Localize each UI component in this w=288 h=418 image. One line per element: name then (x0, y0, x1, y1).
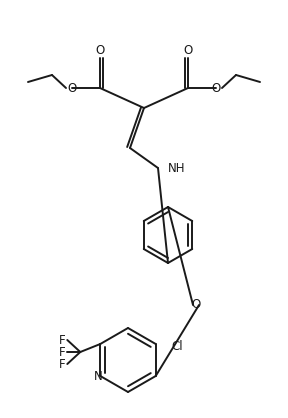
Text: F: F (59, 346, 66, 359)
Text: O: O (183, 44, 193, 58)
Text: O: O (67, 82, 77, 94)
Text: F: F (59, 357, 66, 370)
Text: N: N (94, 370, 103, 382)
Text: NH: NH (168, 161, 185, 174)
Text: O: O (191, 298, 201, 311)
Text: O: O (95, 44, 105, 58)
Text: O: O (211, 82, 221, 94)
Text: F: F (59, 334, 66, 347)
Text: Cl: Cl (172, 339, 183, 352)
